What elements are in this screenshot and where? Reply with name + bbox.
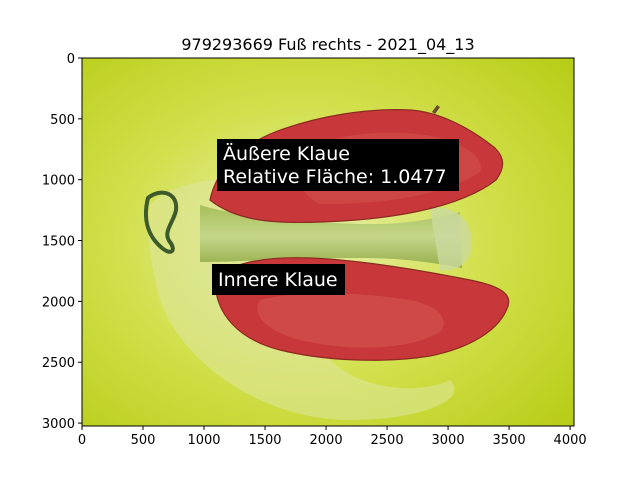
- y-tick-label: 0: [67, 52, 75, 67]
- annotation-outer-line-2: Relative Fläche: 1.0477: [223, 166, 447, 188]
- y-tick-label: 2500: [42, 356, 75, 371]
- x-tick-label: 1000: [187, 433, 220, 448]
- y-tick-label: 1500: [42, 235, 75, 250]
- y-tick-label: 500: [50, 113, 75, 128]
- hoof-photo: [82, 58, 574, 426]
- annotation-outer-claw: Äußere Klaue Relative Fläche: 1.0477: [217, 139, 459, 191]
- x-tick-label: 500: [131, 433, 156, 448]
- axes-frame: [81, 57, 575, 427]
- x-tick-label: 2500: [371, 433, 404, 448]
- x-tick-label: 3500: [493, 433, 526, 448]
- annotation-box-outer: [217, 139, 459, 191]
- y-tick-label: 1000: [42, 174, 75, 189]
- y-tick-label: 2000: [42, 295, 75, 310]
- y-tick-label: 3000: [42, 417, 75, 432]
- stem-cap: [430, 207, 473, 271]
- horn-tip: [432, 105, 440, 114]
- x-tick-label: 3000: [432, 433, 465, 448]
- x-tick-label: 0: [78, 433, 86, 448]
- chart-title: 979293669 Fuß rechts - 2021_04_13: [181, 35, 474, 55]
- hair-tuft: [143, 190, 179, 254]
- x-tick-label: 4000: [554, 433, 587, 448]
- annotation-inner-claw: Innere Klaue: [212, 264, 345, 295]
- x-tick-label: 2000: [310, 433, 343, 448]
- annotation-inner-line-1: Innere Klaue: [218, 269, 338, 291]
- y-axis: 0 500 1000 1500 2000 2500 3000: [42, 52, 82, 432]
- x-tick-label: 1500: [248, 433, 281, 448]
- annotation-outer-line-1: Äußere Klaue: [223, 142, 350, 165]
- annotation-box-inner: [212, 264, 345, 295]
- x-axis: 0 500 1000 1500 2000 2500 3000 3500 4000: [78, 426, 587, 448]
- inner-claw-inner: [257, 293, 444, 348]
